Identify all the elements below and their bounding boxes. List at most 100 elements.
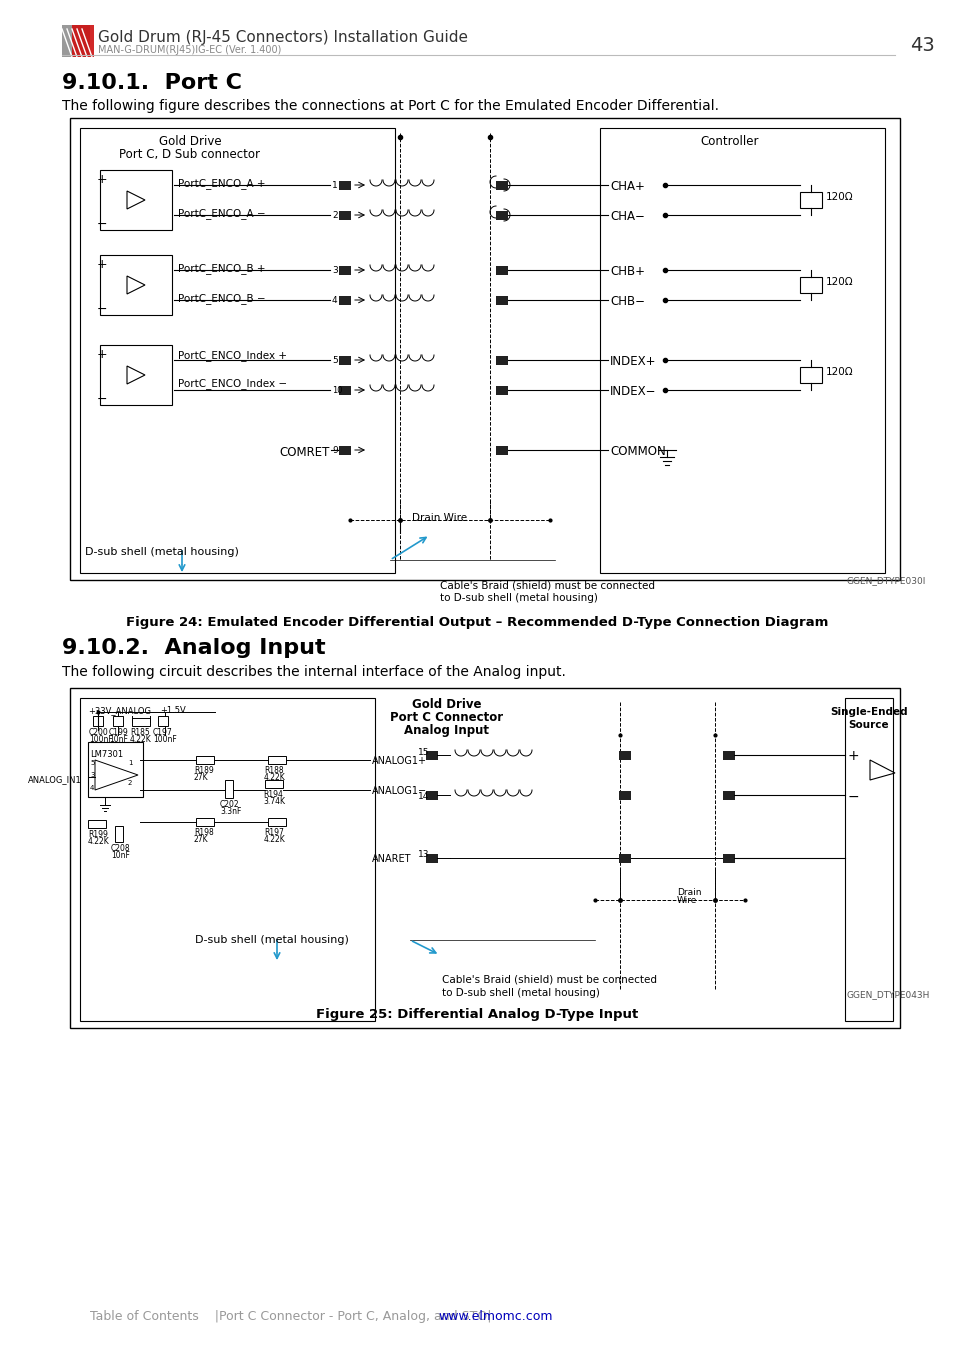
Bar [268, 818, 286, 826]
Bar [722, 855, 734, 863]
Text: 15: 15 [417, 748, 429, 757]
Text: LM7301: LM7301 [90, 751, 123, 759]
Text: 120Ω: 120Ω [825, 367, 853, 377]
Text: 120Ω: 120Ω [825, 277, 853, 288]
Text: R189: R189 [193, 765, 213, 775]
Bar [338, 296, 351, 305]
Bar [132, 718, 150, 726]
Bar [71, 26, 94, 57]
Text: R198: R198 [193, 828, 213, 837]
Text: C208: C208 [111, 844, 131, 853]
Bar [496, 356, 507, 365]
Text: +: + [97, 348, 108, 360]
Text: 4.22K: 4.22K [130, 734, 152, 744]
Text: 4.22K: 4.22K [264, 774, 286, 782]
Text: 3: 3 [332, 266, 337, 275]
Bar [426, 751, 437, 760]
Bar [599, 128, 884, 572]
Text: 10: 10 [332, 386, 342, 396]
Text: The following figure describes the connections at Port C for the Emulated Encode: The following figure describes the conne… [62, 99, 719, 113]
Text: Controller: Controller [700, 135, 758, 148]
Text: Cable's Braid (shield) must be connected: Cable's Braid (shield) must be connected [439, 580, 655, 590]
Bar [80, 698, 375, 1021]
Bar [426, 791, 437, 801]
Text: Figure 25: Differential Analog D-Type Input: Figure 25: Differential Analog D-Type In… [315, 1008, 638, 1021]
Bar [338, 446, 351, 455]
Bar [496, 446, 507, 455]
Bar [844, 698, 892, 1021]
Bar [338, 181, 351, 190]
Bar [268, 756, 286, 764]
Text: 5: 5 [332, 356, 337, 365]
Bar [265, 780, 283, 788]
Bar [158, 716, 168, 726]
Bar [496, 386, 507, 396]
Bar [722, 791, 734, 801]
Bar [100, 346, 172, 405]
Text: +: + [97, 173, 108, 186]
Bar [70, 688, 899, 1027]
Text: 3.3nF: 3.3nF [220, 807, 241, 815]
Text: ANALOG_IN1: ANALOG_IN1 [29, 775, 82, 784]
Text: CHA−: CHA− [609, 211, 644, 223]
Text: +1.5V: +1.5V [160, 706, 186, 716]
Bar [426, 855, 437, 863]
Text: C200: C200 [89, 728, 109, 737]
Bar [496, 266, 507, 275]
Text: Wire: Wire [677, 896, 697, 905]
Text: 2: 2 [128, 780, 132, 786]
Text: 100nF: 100nF [152, 734, 176, 744]
Polygon shape [127, 190, 145, 209]
Text: Cable's Braid (shield) must be connected: Cable's Braid (shield) must be connected [441, 975, 657, 985]
Text: Single-Ended: Single-Ended [829, 707, 907, 717]
Bar [496, 296, 507, 305]
Text: −: − [97, 217, 108, 231]
Text: R197: R197 [264, 828, 284, 837]
Bar [88, 743, 143, 796]
Bar [800, 277, 821, 293]
Text: 2: 2 [332, 211, 337, 220]
Bar [115, 826, 123, 842]
Bar [618, 751, 630, 760]
Bar [112, 716, 123, 726]
Text: GGEN_DTYPE043H: GGEN_DTYPE043H [846, 990, 929, 999]
Text: Figure 24: Emulated Encoder Differential Output – Recommended D-Type Connection : Figure 24: Emulated Encoder Differential… [126, 616, 827, 629]
Text: CHB−: CHB− [609, 296, 644, 308]
Text: MAN-G-DRUM(RJ45)IG-EC (Ver. 1.400): MAN-G-DRUM(RJ45)IG-EC (Ver. 1.400) [98, 45, 281, 55]
Text: to D-sub shell (metal housing): to D-sub shell (metal housing) [441, 988, 599, 998]
Text: 1: 1 [128, 760, 132, 765]
Bar [80, 128, 395, 572]
Bar [338, 386, 351, 396]
Bar [62, 26, 90, 57]
Text: D-sub shell (metal housing): D-sub shell (metal housing) [85, 547, 238, 558]
Text: 9.10.1.  Port C: 9.10.1. Port C [62, 73, 242, 93]
Text: Port C, D Sub connector: Port C, D Sub connector [119, 148, 260, 161]
Text: Gold Drive: Gold Drive [412, 698, 481, 711]
Text: CHA+: CHA+ [609, 180, 644, 193]
Text: Port C Connector: Port C Connector [390, 711, 503, 724]
Text: +: + [97, 258, 108, 271]
Text: PortC_ENCO_B +: PortC_ENCO_B + [178, 263, 265, 274]
Bar [195, 818, 213, 826]
Text: www.elmomc.com: www.elmomc.com [437, 1310, 552, 1323]
Bar [100, 255, 172, 315]
Text: 3: 3 [90, 772, 94, 778]
Text: 14: 14 [417, 792, 429, 801]
Text: Source: Source [848, 720, 888, 730]
Text: R188: R188 [264, 765, 283, 775]
Text: GGEN_DTYPE030I: GGEN_DTYPE030I [846, 576, 925, 585]
Text: ANARET: ANARET [372, 855, 411, 864]
Bar [88, 819, 106, 828]
Text: C202: C202 [220, 801, 239, 809]
Text: ANALOG1−: ANALOG1− [372, 786, 427, 796]
Text: 10nF: 10nF [109, 734, 128, 744]
Polygon shape [127, 366, 145, 383]
Text: Drain Wire: Drain Wire [412, 513, 467, 522]
Text: 9: 9 [332, 446, 337, 455]
Text: to D-sub shell (metal housing): to D-sub shell (metal housing) [439, 593, 598, 603]
Text: The following circuit describes the internal interface of the Analog input.: The following circuit describes the inte… [62, 666, 565, 679]
Text: Drain: Drain [677, 888, 700, 896]
Text: 27K: 27K [193, 774, 209, 782]
Text: 5: 5 [90, 760, 94, 765]
Text: Table of Contents    |Port C Connector - Port C, Analog, and STO|: Table of Contents |Port C Connector - Po… [90, 1310, 491, 1323]
